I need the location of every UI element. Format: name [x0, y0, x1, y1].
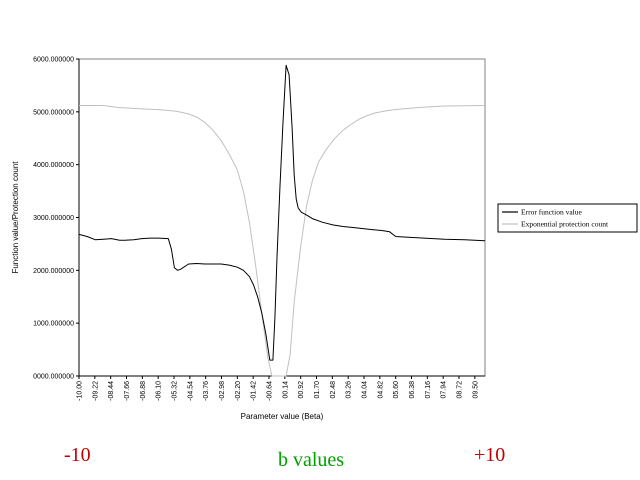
legend-entry: Error function value: [521, 208, 582, 217]
x-tick-label: 06.38: [409, 381, 416, 399]
y-tick-label: 4000.000000: [33, 162, 74, 169]
x-tick-label: 04.04: [362, 381, 369, 399]
y-tick-label: 0000.000000: [33, 374, 74, 381]
caption-middle: b values: [278, 449, 345, 471]
y-axis: 0000.000000 1000.000000 2000.000000 3000.00…: [33, 57, 80, 381]
x-tick-label: 00.14: [282, 381, 289, 399]
x-tick-label: -02.20: [235, 381, 242, 401]
x-tick-label: -06.10: [156, 381, 163, 401]
x-tick-label: 02.48: [330, 381, 337, 399]
x-tick-label: 07.16: [425, 381, 432, 399]
plot-area: [78, 58, 486, 377]
legend-entry: Exponential protection count: [521, 220, 609, 229]
x-tick-label: 01.70: [314, 381, 321, 399]
x-tick-label: -04.54: [187, 381, 194, 401]
y-tick-label: 5000.000000: [33, 109, 74, 116]
y-tick-label: 1000.000000: [33, 321, 74, 328]
x-tick-label: 00.92: [298, 381, 305, 399]
x-axis-title: Parameter value (Beta): [241, 412, 324, 421]
x-axis: -10.00 -09.22 -08.44 -07.66 -06.88 -06.10 -05.…: [77, 375, 485, 401]
y-axis-title: Function value/Protection count: [11, 161, 20, 274]
legend-box: [497, 203, 638, 233]
y-tick-label: 3000.000000: [33, 215, 74, 222]
caption-left: -10: [64, 444, 91, 466]
series-line: [78, 64, 486, 361]
x-tick-label: -02.98: [219, 381, 226, 401]
caption-right: +10: [474, 444, 506, 466]
x-tick-label: 08.72: [457, 381, 464, 399]
series-line: [79, 105, 486, 377]
x-tick-label: -05.32: [172, 381, 179, 401]
x-tick-label: 03.26: [346, 381, 353, 399]
y-tick-label: 2000.000000: [33, 268, 74, 275]
legend: Error function value Exponential protecti…: [497, 203, 638, 233]
x-tick-label: -09.22: [92, 381, 99, 401]
x-tick-label: -03.76: [203, 381, 210, 401]
y-tick-label: 6000.000000: [33, 57, 74, 64]
x-tick-label: -10.00: [77, 381, 84, 401]
x-tick-label: -01.42: [251, 381, 258, 401]
x-tick-label: 05.60: [393, 381, 400, 399]
x-tick-label: -00.64: [267, 381, 274, 401]
x-tick-label: 09.50: [472, 381, 479, 399]
series-layer: [78, 64, 486, 377]
x-tick-label: 07.94: [441, 381, 448, 399]
x-tick-label: -08.44: [108, 381, 115, 401]
x-tick-label: -06.88: [140, 381, 147, 401]
x-tick-label: 04.82: [377, 381, 384, 399]
x-tick-label: -07.66: [124, 381, 131, 401]
